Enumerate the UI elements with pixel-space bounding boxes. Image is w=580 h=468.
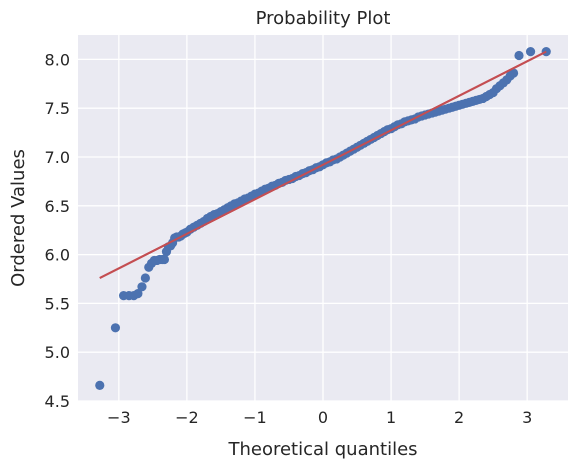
- data-point: [133, 289, 143, 299]
- y-tick-label: 4.5: [45, 392, 70, 411]
- y-tick-label: 8.0: [45, 50, 70, 69]
- gridlines: [78, 35, 568, 402]
- data-point: [525, 46, 536, 57]
- y-tick-label: 6.5: [45, 197, 70, 216]
- x-tick-label: 0: [318, 408, 328, 427]
- x-tick-label: 3: [522, 408, 532, 427]
- data-point: [514, 50, 524, 61]
- data-point: [110, 323, 121, 333]
- x-tick-label: −1: [243, 408, 267, 427]
- data-point: [137, 282, 147, 292]
- data-point: [508, 68, 519, 78]
- y-tick-labels: 4.5 5.0 5.5 6.0 6.5 7.0 7.5 8.0: [45, 50, 70, 411]
- x-tick-labels: −3 −2 −1 0 1 2 3: [107, 408, 532, 427]
- data-point: [159, 254, 170, 265]
- y-tick-label: 5.5: [45, 294, 70, 313]
- y-axis-label: Ordered Values: [8, 149, 29, 287]
- x-tick-label: −2: [175, 408, 199, 427]
- chart-title: Probability Plot: [256, 8, 391, 29]
- fit-line-overlay: [99, 50, 547, 279]
- y-tick-label: 5.0: [45, 343, 70, 362]
- x-tick-label: −3: [107, 408, 131, 427]
- y-tick-label: 7.5: [45, 99, 70, 118]
- x-tick-label: 1: [386, 408, 396, 427]
- y-tick-label: 6.0: [45, 246, 70, 265]
- y-tick-label: 7.0: [45, 148, 70, 167]
- data-point: [541, 46, 551, 57]
- x-axis-label: Theoretical quantiles: [227, 439, 417, 460]
- data-points-group: [95, 46, 551, 390]
- x-tick-label: 2: [454, 408, 464, 427]
- data-point: [140, 273, 150, 283]
- data-point: [95, 380, 105, 390]
